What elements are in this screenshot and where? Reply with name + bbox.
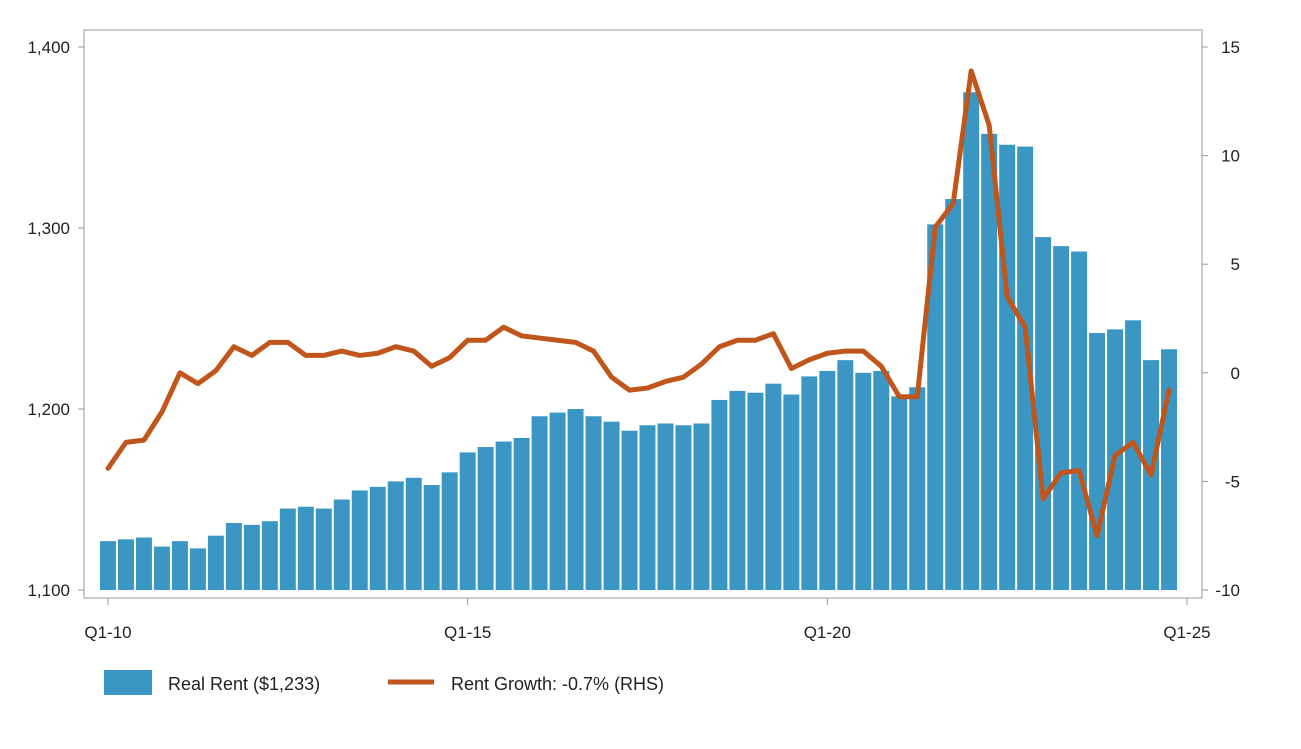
bar-real-rent — [441, 472, 458, 590]
bar-real-rent — [801, 376, 818, 590]
bottom-axis-tick-label: Q1-20 — [804, 623, 851, 642]
bars-layer — [100, 92, 1178, 591]
legend-swatch-real-rent — [104, 670, 152, 695]
bar-real-rent — [135, 537, 152, 590]
bar-real-rent — [459, 452, 476, 590]
bar-real-rent — [261, 521, 278, 590]
right-axis-tick-label: 5 — [1231, 255, 1240, 274]
right-axis-tick-label: -5 — [1225, 472, 1240, 491]
bar-real-rent — [387, 481, 404, 590]
bar-real-rent — [1071, 251, 1088, 590]
bar-real-rent — [117, 539, 134, 590]
bar-real-rent — [891, 396, 908, 590]
bar-real-rent — [657, 423, 674, 590]
bar-real-rent — [315, 508, 332, 590]
bottom-axis-tick-label: Q1-15 — [444, 623, 491, 642]
bar-real-rent — [765, 383, 782, 590]
bar-real-rent — [1017, 146, 1034, 591]
right-axis: -10 -5 0 5 10 15 — [1202, 38, 1240, 600]
bar-real-rent — [297, 506, 314, 590]
bar-real-rent — [729, 390, 746, 590]
bar-real-rent — [153, 546, 170, 590]
plot-frame — [83, 29, 1203, 599]
bar-real-rent — [369, 486, 386, 590]
bar-real-rent — [351, 490, 368, 590]
right-axis-tick-label: 0 — [1231, 364, 1240, 383]
left-axis-tick-label: 1,400 — [27, 38, 70, 57]
bar-real-rent — [333, 499, 350, 590]
bar-real-rent — [1125, 320, 1142, 590]
line-layer — [105, 68, 1172, 539]
bar-real-rent — [567, 409, 584, 590]
bar-real-rent — [1161, 349, 1178, 590]
bar-real-rent — [171, 541, 188, 590]
bar-real-rent — [855, 372, 872, 590]
right-axis-tick-label: 15 — [1221, 38, 1240, 57]
bar-real-rent — [225, 523, 242, 590]
left-axis-tick-label: 1,200 — [27, 400, 70, 419]
bar-real-rent — [873, 370, 890, 590]
bar-real-rent — [1089, 332, 1106, 590]
bar-real-rent — [100, 541, 116, 590]
bar-real-rent — [405, 477, 422, 590]
bar-real-rent — [495, 441, 512, 590]
bar-real-rent — [981, 133, 998, 590]
bar-real-rent — [207, 535, 224, 590]
bottom-axis: Q1-10 Q1-15 Q1-20 Q1-25 — [84, 598, 1211, 642]
bar-real-rent — [189, 548, 206, 590]
legend: Real Rent ($1,233) Rent Growth: -0.7% (R… — [104, 670, 664, 695]
bar-real-rent — [549, 412, 566, 590]
bar-real-rent — [783, 394, 800, 590]
bar-real-rent — [945, 199, 962, 591]
bar-real-rent — [603, 421, 620, 590]
bar-real-rent — [513, 437, 530, 590]
bar-real-rent — [1053, 246, 1070, 590]
left-axis-tick-label: 1,100 — [27, 581, 70, 600]
bar-real-rent — [585, 416, 602, 590]
right-axis-tick-label: 10 — [1221, 147, 1240, 166]
line-rent-growth — [105, 68, 1172, 539]
bottom-axis-tick-label: Q1-25 — [1163, 623, 1210, 642]
bar-real-rent — [1035, 237, 1052, 591]
bar-real-rent — [747, 392, 764, 590]
bar-real-rent — [423, 485, 440, 590]
bar-real-rent — [621, 430, 638, 590]
bar-real-rent — [819, 370, 836, 590]
legend-label-real-rent: Real Rent ($1,233) — [168, 674, 320, 694]
bar-real-rent — [927, 224, 944, 590]
left-axis-tick-label: 1,300 — [27, 219, 70, 238]
bar-real-rent — [243, 524, 260, 590]
bar-real-rent — [999, 144, 1016, 591]
bar-real-rent — [675, 425, 692, 590]
bar-real-rent — [963, 92, 980, 590]
right-axis-tick-label: -10 — [1215, 581, 1240, 600]
bar-real-rent — [909, 387, 926, 590]
bar-real-rent — [279, 508, 296, 590]
bottom-axis-tick-label: Q1-10 — [84, 623, 131, 642]
legend-label-rent-growth: Rent Growth: -0.7% (RHS) — [451, 674, 664, 694]
bar-real-rent — [837, 360, 854, 590]
bar-real-rent — [693, 423, 710, 590]
bar-real-rent — [531, 416, 548, 590]
bar-real-rent — [477, 447, 494, 590]
bar-real-rent — [711, 399, 728, 590]
left-axis: 1,100 1,200 1,300 1,400 — [27, 38, 84, 600]
bar-real-rent — [639, 425, 656, 590]
